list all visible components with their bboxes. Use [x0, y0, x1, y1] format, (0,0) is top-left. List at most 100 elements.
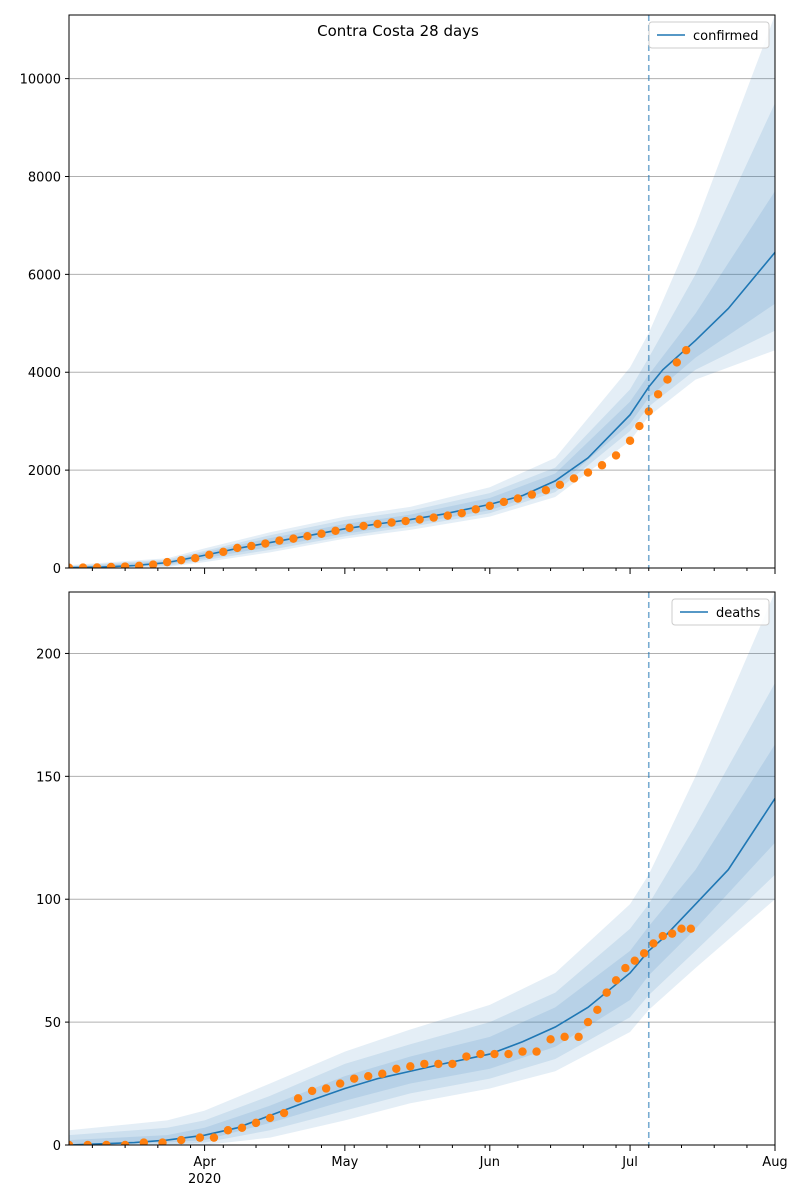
observed-point: [639, 949, 649, 958]
observed-point: [265, 1113, 275, 1123]
observed-point: [490, 1049, 499, 1059]
confirmed-panel: 0 2000 4000 6000 8000 10000 confirmed: [20, 14, 776, 577]
plot-area: [69, 592, 775, 1145]
observed-point: [476, 1049, 485, 1059]
legend-box: [671, 598, 770, 626]
observed-point: [621, 963, 630, 973]
observed-point: [448, 1059, 457, 1069]
observed-point: [177, 555, 186, 565]
observed-point: [69, 1140, 74, 1145]
y-tick-label: 2000: [28, 464, 61, 479]
observed-point: [209, 1133, 219, 1142]
y-tick-label: 8000: [28, 170, 61, 185]
observed-point: [574, 1032, 583, 1042]
observed-point: [644, 407, 653, 416]
observed-point: [378, 1069, 387, 1078]
observed-point: [139, 1138, 149, 1145]
observed-point: [335, 1079, 345, 1088]
observed-point: [373, 519, 382, 529]
observed-point: [251, 1118, 261, 1128]
observed-point: [541, 485, 551, 495]
x-tick-label: Apr: [193, 1155, 216, 1170]
observed-point: [653, 390, 663, 399]
observed-point: [134, 561, 144, 568]
observed-point: [289, 534, 298, 543]
plot-frame: [68, 591, 776, 1146]
observed-point: [504, 1049, 513, 1059]
y-tick-label: 50: [44, 1016, 61, 1031]
observed-point: [69, 563, 74, 568]
observed-point: [293, 1094, 303, 1103]
observed-point: [162, 557, 172, 567]
y-tick-label: 6000: [28, 268, 61, 283]
observed-point: [583, 468, 593, 477]
observed-point: [78, 563, 88, 568]
observed-point: [359, 521, 368, 531]
observed-point: [307, 1086, 317, 1096]
observed-point: [611, 976, 621, 985]
observed-point: [471, 505, 480, 514]
legend-label: deaths: [716, 606, 761, 621]
legend: deaths: [671, 598, 770, 626]
y-tick-label: 200: [36, 647, 61, 662]
observed-point: [191, 554, 200, 563]
observed-point: [649, 939, 658, 948]
observed-point: [392, 1064, 401, 1074]
observed-point: [663, 375, 672, 384]
observed-point: [279, 1108, 289, 1118]
observed-point: [518, 1047, 527, 1056]
observed-point: [625, 436, 635, 445]
observed-point: [681, 346, 691, 355]
series-line-deaths: [69, 798, 775, 1145]
x-tick-label: Aug: [762, 1155, 787, 1170]
observed-point: [593, 1005, 602, 1015]
observed-point: [158, 1138, 167, 1145]
observed-point: [364, 1071, 373, 1081]
observed-point: [148, 560, 158, 568]
observed-point: [658, 931, 667, 941]
x-tick-label: Jun: [479, 1155, 500, 1170]
observed-point: [443, 511, 452, 520]
observed-point: [303, 531, 312, 541]
observed-point: [611, 451, 621, 460]
series-line-confirmed: [69, 251, 775, 568]
observed-point: [233, 543, 242, 553]
observed-point: [275, 536, 284, 545]
observed-point: [555, 480, 565, 490]
observed-point: [583, 1017, 593, 1027]
observed-point: [527, 490, 537, 499]
observed-point: [92, 563, 102, 568]
observed-point: [120, 1140, 130, 1145]
observed-point: [630, 956, 639, 965]
observed-point: [569, 474, 579, 483]
observed-point: [672, 358, 682, 367]
observed-point: [667, 929, 677, 938]
observed-point: [317, 529, 326, 538]
y-tick-label: 10000: [20, 73, 61, 88]
observed-point: [546, 1035, 555, 1044]
observed-point: [420, 1059, 429, 1069]
plot-area: [69, 15, 775, 568]
observed-point: [106, 562, 116, 568]
observed-point: [457, 508, 466, 518]
y-tick-label: 0: [53, 562, 61, 577]
uncertainty-band-middle: [69, 103, 775, 568]
uncertainty-band-outer: [69, 15, 775, 568]
observed-point: [434, 1059, 443, 1069]
observed-point: [83, 1140, 92, 1145]
observed-point: [560, 1032, 569, 1042]
legend: confirmed: [648, 21, 770, 49]
legend-box: [648, 21, 770, 49]
observed-point: [345, 523, 354, 533]
observed-point: [247, 541, 256, 551]
observed-point: [462, 1052, 471, 1061]
observed-point: [513, 494, 523, 503]
observed-point: [331, 526, 340, 536]
observed-point: [406, 1062, 415, 1071]
observed-point: [261, 539, 270, 548]
observed-point: [321, 1084, 331, 1093]
y-tick-label: 4000: [28, 366, 61, 381]
observed-point: [499, 497, 509, 507]
